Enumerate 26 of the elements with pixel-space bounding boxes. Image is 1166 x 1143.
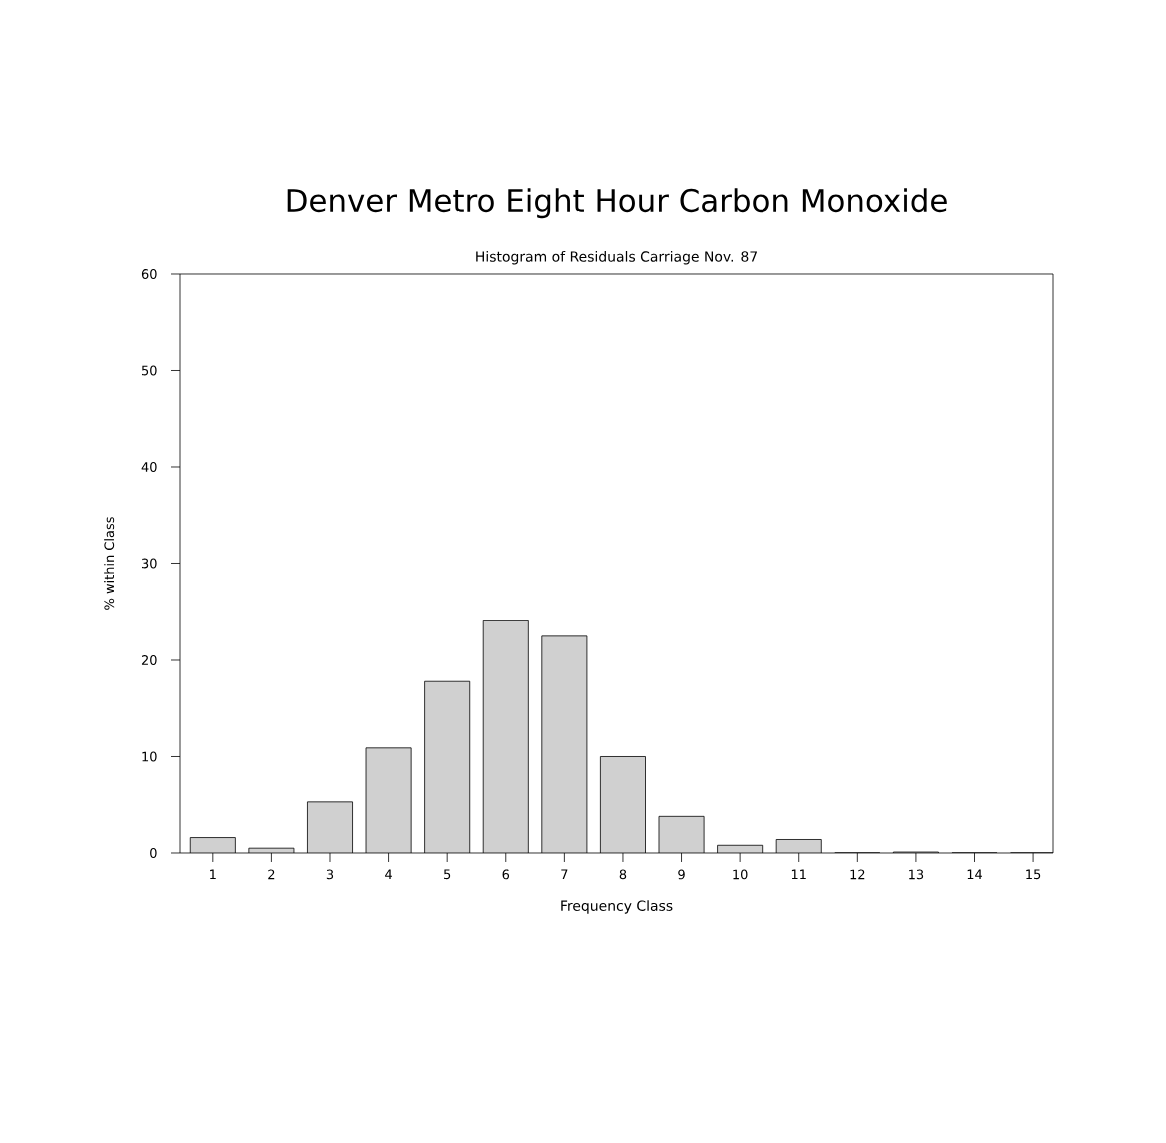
x-tick-label: 10 — [733, 869, 748, 880]
x-tick-label: 3 — [326, 869, 334, 880]
x-tick-label: 9 — [678, 869, 685, 880]
chart-subtitle: Histogram of Residuals Carriage Nov. 87 — [476, 251, 757, 265]
y-tick-label: 30 — [141, 558, 157, 569]
x-tick-label: 6 — [502, 869, 510, 880]
x-tick-label: 12 — [850, 869, 865, 880]
y-tick-label: 0 — [150, 848, 157, 858]
x-tick-label: 13 — [909, 869, 924, 880]
x-tick-label: 8 — [619, 869, 627, 880]
x-axis-title: Frequency Class — [561, 900, 673, 914]
y-tick-label: 60 — [141, 269, 157, 279]
y-axis-title: % within Class — [104, 517, 115, 610]
x-tick-label: 11 — [791, 869, 806, 879]
x-tick-label: 5 — [444, 869, 451, 880]
y-tick-label: 50 — [142, 365, 157, 376]
x-tick-label: 15 — [1026, 869, 1041, 880]
x-tick-label: 14 — [967, 869, 983, 879]
y-tick-label: 20 — [141, 655, 157, 665]
y-tick-label: 40 — [141, 462, 157, 472]
x-tick-label: 7 — [561, 869, 568, 879]
chart-title: Denver Metro Eight Hour Carbon Monoxide — [287, 188, 947, 219]
x-tick-label: 2 — [268, 869, 275, 880]
y-tick-label: 10 — [142, 751, 157, 762]
x-tick-label: 4 — [385, 869, 392, 879]
x-tick-label: 1 — [210, 869, 216, 879]
